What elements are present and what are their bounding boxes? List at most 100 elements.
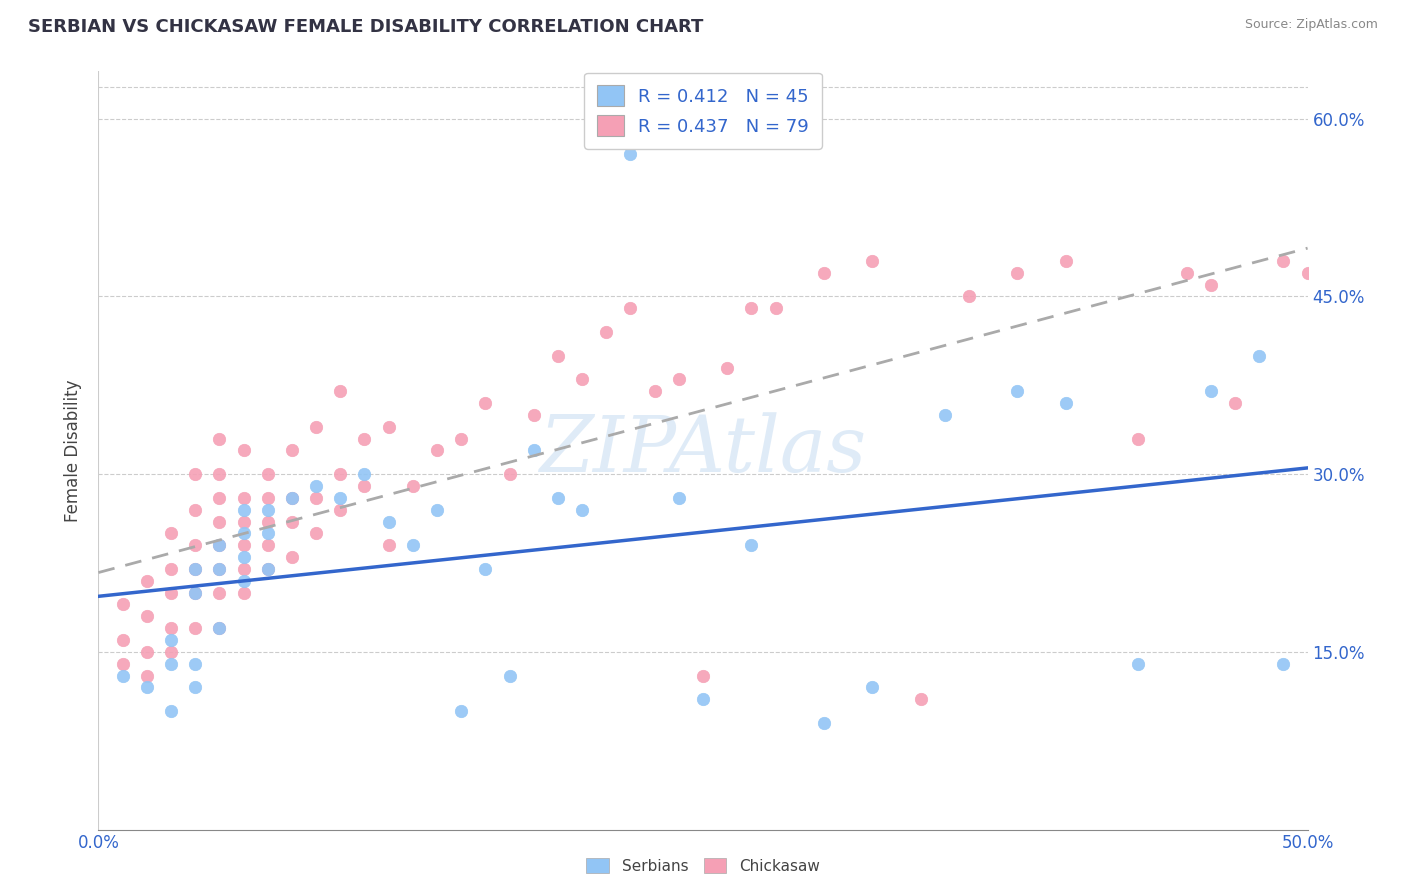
Point: [619, 147, 641, 161]
Point: [1054, 254, 1077, 268]
Point: [498, 467, 520, 482]
Point: [716, 360, 738, 375]
Point: [281, 491, 304, 505]
Point: [377, 538, 399, 552]
Point: [426, 502, 449, 516]
Point: [111, 668, 134, 682]
Point: [765, 301, 787, 316]
Point: [1296, 266, 1319, 280]
Text: Source: ZipAtlas.com: Source: ZipAtlas.com: [1244, 18, 1378, 31]
Legend: Serbians, Chickasaw: Serbians, Chickasaw: [581, 852, 825, 880]
Point: [184, 562, 207, 576]
Point: [184, 562, 207, 576]
Point: [232, 550, 254, 565]
Point: [860, 681, 883, 695]
Point: [329, 502, 352, 516]
Point: [135, 609, 157, 624]
Point: [740, 301, 762, 316]
Point: [208, 515, 231, 529]
Y-axis label: Female Disability: Female Disability: [65, 379, 83, 522]
Point: [1199, 384, 1222, 399]
Point: [353, 467, 375, 482]
Point: [232, 538, 254, 552]
Point: [1175, 266, 1198, 280]
Point: [232, 574, 254, 588]
Point: [232, 562, 254, 576]
Point: [305, 419, 328, 434]
Point: [281, 550, 304, 565]
Point: [208, 562, 231, 576]
Point: [208, 491, 231, 505]
Point: [184, 621, 207, 635]
Point: [353, 479, 375, 493]
Point: [160, 585, 183, 599]
Point: [305, 526, 328, 541]
Point: [571, 502, 593, 516]
Point: [184, 538, 207, 552]
Point: [208, 562, 231, 576]
Point: [160, 633, 183, 648]
Point: [329, 467, 352, 482]
Point: [160, 704, 183, 718]
Point: [498, 668, 520, 682]
Point: [208, 467, 231, 482]
Point: [1128, 432, 1150, 446]
Point: [208, 585, 231, 599]
Point: [595, 325, 617, 339]
Point: [692, 668, 714, 682]
Point: [256, 502, 278, 516]
Point: [1272, 254, 1295, 268]
Point: [184, 585, 207, 599]
Point: [860, 254, 883, 268]
Point: [1272, 657, 1295, 671]
Point: [547, 491, 569, 505]
Point: [256, 562, 278, 576]
Point: [256, 538, 278, 552]
Point: [1054, 396, 1077, 410]
Point: [1199, 277, 1222, 292]
Point: [160, 645, 183, 659]
Point: [1007, 266, 1029, 280]
Text: ZIPAtlas: ZIPAtlas: [540, 412, 866, 489]
Point: [184, 657, 207, 671]
Point: [281, 515, 304, 529]
Point: [232, 443, 254, 458]
Point: [1249, 349, 1271, 363]
Point: [910, 692, 932, 706]
Legend: R = 0.412   N = 45, R = 0.437   N = 79: R = 0.412 N = 45, R = 0.437 N = 79: [585, 73, 821, 149]
Point: [208, 621, 231, 635]
Point: [934, 408, 956, 422]
Point: [353, 432, 375, 446]
Point: [450, 704, 472, 718]
Point: [668, 372, 690, 386]
Point: [160, 621, 183, 635]
Point: [1223, 396, 1246, 410]
Point: [957, 289, 980, 303]
Point: [329, 384, 352, 399]
Point: [111, 657, 134, 671]
Point: [813, 715, 835, 730]
Text: SERBIAN VS CHICKASAW FEMALE DISABILITY CORRELATION CHART: SERBIAN VS CHICKASAW FEMALE DISABILITY C…: [28, 18, 703, 36]
Point: [256, 562, 278, 576]
Point: [232, 502, 254, 516]
Point: [474, 396, 496, 410]
Point: [232, 585, 254, 599]
Point: [232, 491, 254, 505]
Point: [256, 515, 278, 529]
Point: [281, 491, 304, 505]
Point: [135, 645, 157, 659]
Point: [329, 491, 352, 505]
Point: [571, 372, 593, 386]
Point: [813, 266, 835, 280]
Point: [208, 538, 231, 552]
Point: [184, 467, 207, 482]
Point: [1007, 384, 1029, 399]
Point: [305, 479, 328, 493]
Point: [135, 681, 157, 695]
Point: [135, 574, 157, 588]
Point: [377, 419, 399, 434]
Point: [426, 443, 449, 458]
Point: [256, 526, 278, 541]
Point: [160, 657, 183, 671]
Point: [644, 384, 666, 399]
